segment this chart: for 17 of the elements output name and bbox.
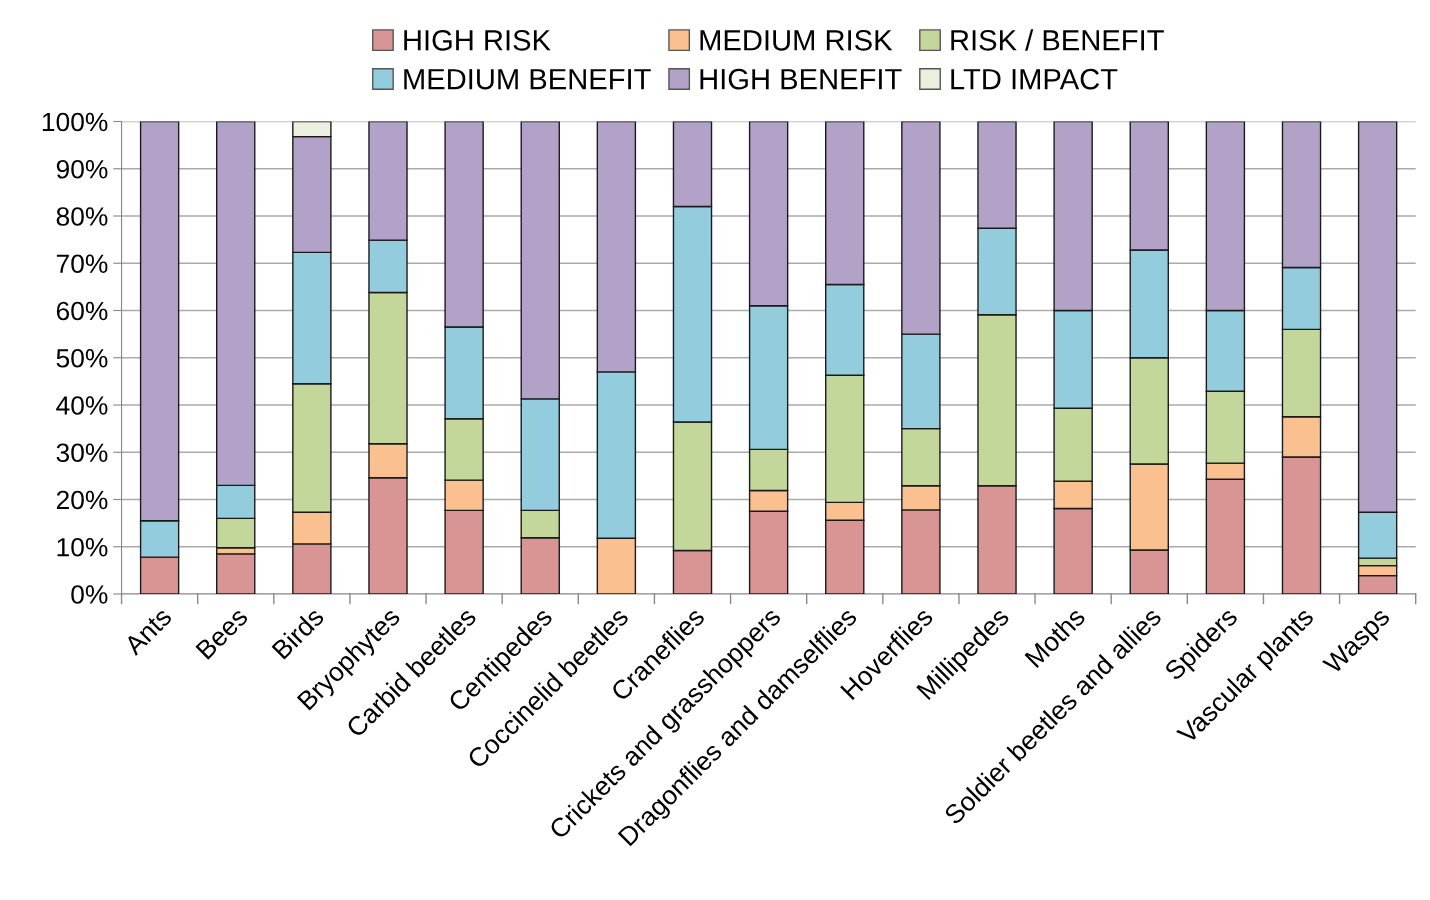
- y-tick-label: 60%: [56, 301, 108, 321]
- y-tick-label: 80%: [56, 207, 108, 226]
- y-tick-label: 90%: [56, 159, 108, 179]
- y-tick-label: 70%: [56, 254, 108, 274]
- legend-label: MEDIUM BENEFIT: [404, 69, 651, 90]
- legend-label: HIGH RISK: [404, 29, 551, 51]
- y-tick-label: 40%: [56, 396, 108, 415]
- y-tick-label: 0%: [71, 585, 108, 604]
- legend-label: LTD IMPACT: [951, 68, 1118, 90]
- y-tick-label: 10%: [57, 537, 108, 557]
- y-tick-label: 50%: [56, 348, 108, 368]
- legend-label: MEDIUM RISK: [700, 29, 893, 51]
- legend-label: RISK / BENEFIT: [951, 29, 1164, 51]
- y-tick-label: 20%: [56, 490, 108, 510]
- y-tick-label: 30%: [56, 443, 108, 463]
- y-tick-label: 100%: [42, 112, 108, 132]
- legend-label: HIGH BENEFIT: [700, 68, 902, 90]
